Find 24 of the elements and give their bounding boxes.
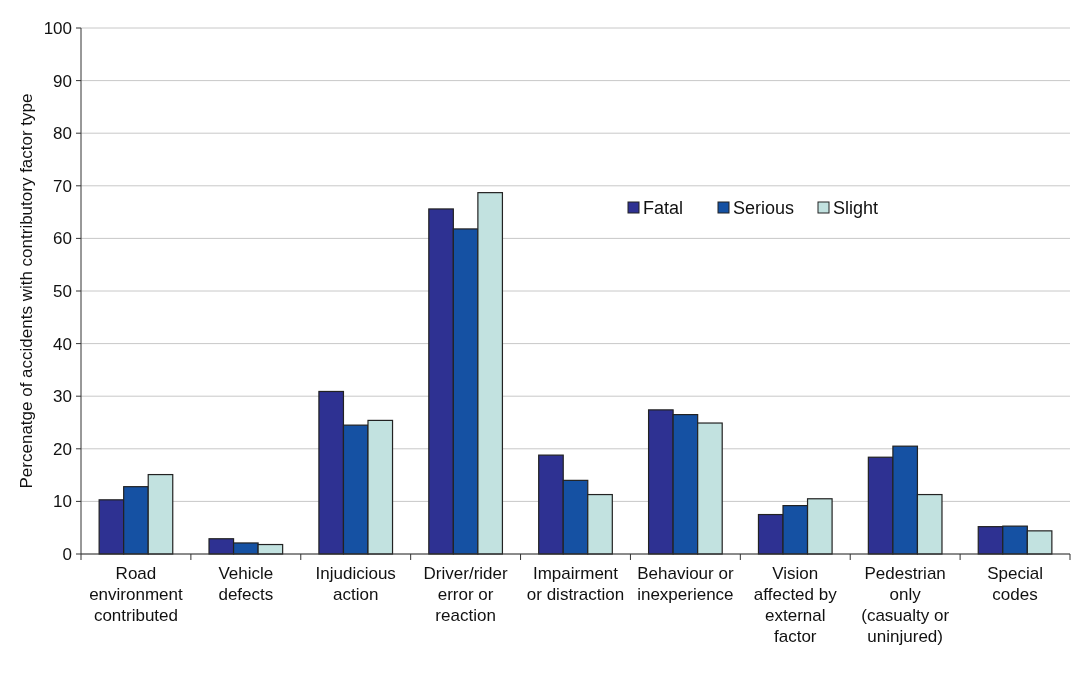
y-tick-label: 50 (53, 281, 72, 301)
y-tick-label: 20 (53, 439, 72, 459)
y-tick-label: 0 (62, 544, 72, 564)
x-tick-label: Pedestrian only (casualty or uninjured) (861, 564, 950, 646)
legend-label: Fatal (643, 198, 684, 219)
y-tick-label: 90 (53, 71, 72, 91)
x-tick-label: Special codes (987, 564, 1043, 604)
x-tick-label: Behaviour or inexperience (637, 564, 734, 604)
x-tick-label: Vehicle defects (218, 564, 274, 604)
y-tick-label: 10 (53, 492, 72, 512)
y-tick-label: 40 (53, 334, 72, 354)
x-tick-label: Road environment contributed (89, 564, 183, 625)
y-tick-label: 70 (53, 176, 72, 196)
x-tick-label: Vision affected by external factor (753, 564, 838, 646)
legend-label: Slight (833, 198, 879, 219)
x-tick-label: Impairment or distraction (526, 564, 625, 604)
y-tick-label: 30 (53, 387, 72, 407)
y-tick-label: 80 (53, 124, 72, 144)
legend-label: Serious (733, 198, 795, 219)
x-tick-label: Driver/rider error or reaction (423, 564, 508, 625)
x-tick-label: Injudicious action (315, 564, 396, 604)
y-axis-title: Percenatge of accidents with contributory factor type (17, 93, 36, 489)
y-tick-label: 60 (53, 229, 72, 249)
y-tick-label: 100 (43, 18, 72, 38)
